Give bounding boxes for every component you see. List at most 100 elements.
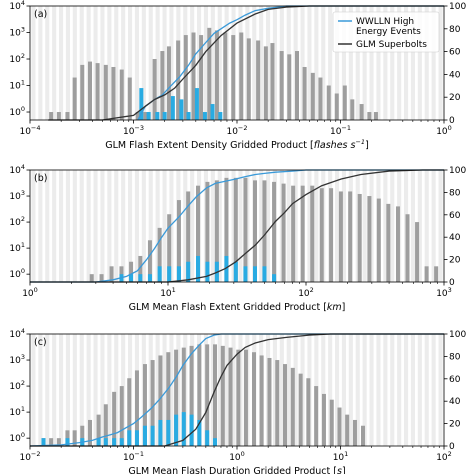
wwlln-cumulative-line <box>29 333 444 447</box>
glm-bar <box>214 180 219 282</box>
bin-stripe <box>286 334 291 446</box>
glm-bar <box>359 104 364 120</box>
glm-bar <box>350 99 355 120</box>
y2-tick-label: 20 <box>449 420 461 430</box>
bin-stripe <box>410 170 416 282</box>
bin-stripe <box>293 170 298 282</box>
glm-bar <box>196 185 201 282</box>
glm-bar <box>181 347 186 446</box>
glm-bar <box>262 180 267 282</box>
glm-bar <box>256 40 261 120</box>
bin-stripe <box>321 6 326 120</box>
bin-stripe <box>259 6 264 120</box>
bin-stripe <box>362 334 367 446</box>
glm-bar <box>326 85 331 120</box>
glm-bar <box>243 177 248 282</box>
bin-stripe <box>100 334 105 446</box>
y2-tick-label: 60 <box>449 48 461 58</box>
x-tick-label: 100 <box>436 124 452 137</box>
bin-stripe <box>259 170 264 282</box>
glm-bar <box>342 85 347 120</box>
legend-label-wwlln-2: Energy Events <box>356 27 421 37</box>
glm-bar <box>189 345 194 446</box>
bin-stripe <box>403 6 409 120</box>
glm-bar <box>49 112 54 120</box>
glm-bar <box>150 360 155 446</box>
wwlln-bar <box>134 430 139 446</box>
bin-stripe <box>162 334 167 446</box>
glm-bar <box>373 112 378 120</box>
wwlln-cumulative-line <box>30 169 444 283</box>
glm-bar <box>367 196 372 282</box>
legend-box <box>332 11 440 53</box>
glm-bar <box>279 51 284 120</box>
wwlln-bar <box>119 438 124 446</box>
glm-bar <box>329 188 334 282</box>
bin-stripe <box>72 334 77 446</box>
bin-stripe <box>431 6 436 120</box>
wwlln-bar <box>243 266 248 282</box>
x-tick-label: 100 <box>22 286 38 299</box>
bin-stripe <box>424 6 429 120</box>
panel-3: 10−2 10−1 100 101 102 100 101 102 103 104 0 20 40 60 8… <box>9 327 466 474</box>
x-axis-label: GLM Flash Extent Density Gridded Product… <box>105 138 369 151</box>
y2-tick-label: 100 <box>449 2 466 12</box>
glm-bar <box>166 46 171 120</box>
bin-stripe <box>272 334 278 446</box>
y2-tick-label: 0 <box>449 116 455 126</box>
y-tick-label: 104 <box>9 0 25 12</box>
bin-stripe <box>321 334 326 446</box>
glm-bar <box>395 206 400 282</box>
y-tick-label: 103 <box>9 189 25 202</box>
y2-tick-label: 0 <box>449 442 455 452</box>
glm-bar <box>176 40 181 120</box>
panel-label: (b) <box>34 173 47 184</box>
bin-stripe <box>397 6 402 120</box>
bin-stripe <box>410 6 416 120</box>
glm-bar <box>99 274 104 282</box>
glm-bar <box>319 188 324 282</box>
wwlln-bar <box>181 412 186 446</box>
glm-bar <box>135 112 140 120</box>
x-tick-label: 101 <box>160 286 176 299</box>
glm-bar <box>88 419 93 446</box>
glm-bar <box>337 407 342 446</box>
glm-bar <box>147 240 152 282</box>
glm-bar <box>220 345 225 446</box>
bin-stripe <box>286 170 291 282</box>
y-tick-label: 102 <box>9 52 25 65</box>
glm-bar <box>314 386 319 446</box>
glm-bar <box>270 43 275 120</box>
bin-stripe <box>79 6 84 120</box>
legend-label-glm: GLM Superbolts <box>356 40 427 50</box>
glm-bar <box>246 38 251 121</box>
bin-stripe <box>314 6 319 120</box>
glm-bar <box>80 425 85 446</box>
bin-stripe <box>86 170 91 282</box>
wwlln-bar <box>197 419 202 446</box>
glm-bar <box>174 349 179 446</box>
glm-bar <box>109 266 114 282</box>
glm-bar <box>214 30 219 121</box>
bin-stripe <box>127 170 133 282</box>
glm-bar <box>361 425 366 446</box>
glm-bar <box>152 59 157 120</box>
bin-stripe <box>169 6 174 120</box>
bin-stripe <box>134 170 140 282</box>
wwlln-bar <box>176 266 181 282</box>
glm-bar <box>103 64 108 120</box>
bin-stripe <box>238 170 243 282</box>
bin-stripe <box>169 334 174 446</box>
bin-stripe <box>52 170 57 282</box>
wwlln-bar <box>129 274 134 282</box>
bin-stripe <box>328 334 333 446</box>
y2-tick-label: 40 <box>449 70 461 80</box>
glm-bar <box>291 185 296 282</box>
glm-bar <box>302 66 307 120</box>
bin-stripe <box>107 170 112 282</box>
bin-stripe <box>100 170 105 282</box>
bin-stripe <box>176 334 181 446</box>
y-tick-label: 104 <box>9 163 25 176</box>
bin-stripe <box>383 334 388 446</box>
